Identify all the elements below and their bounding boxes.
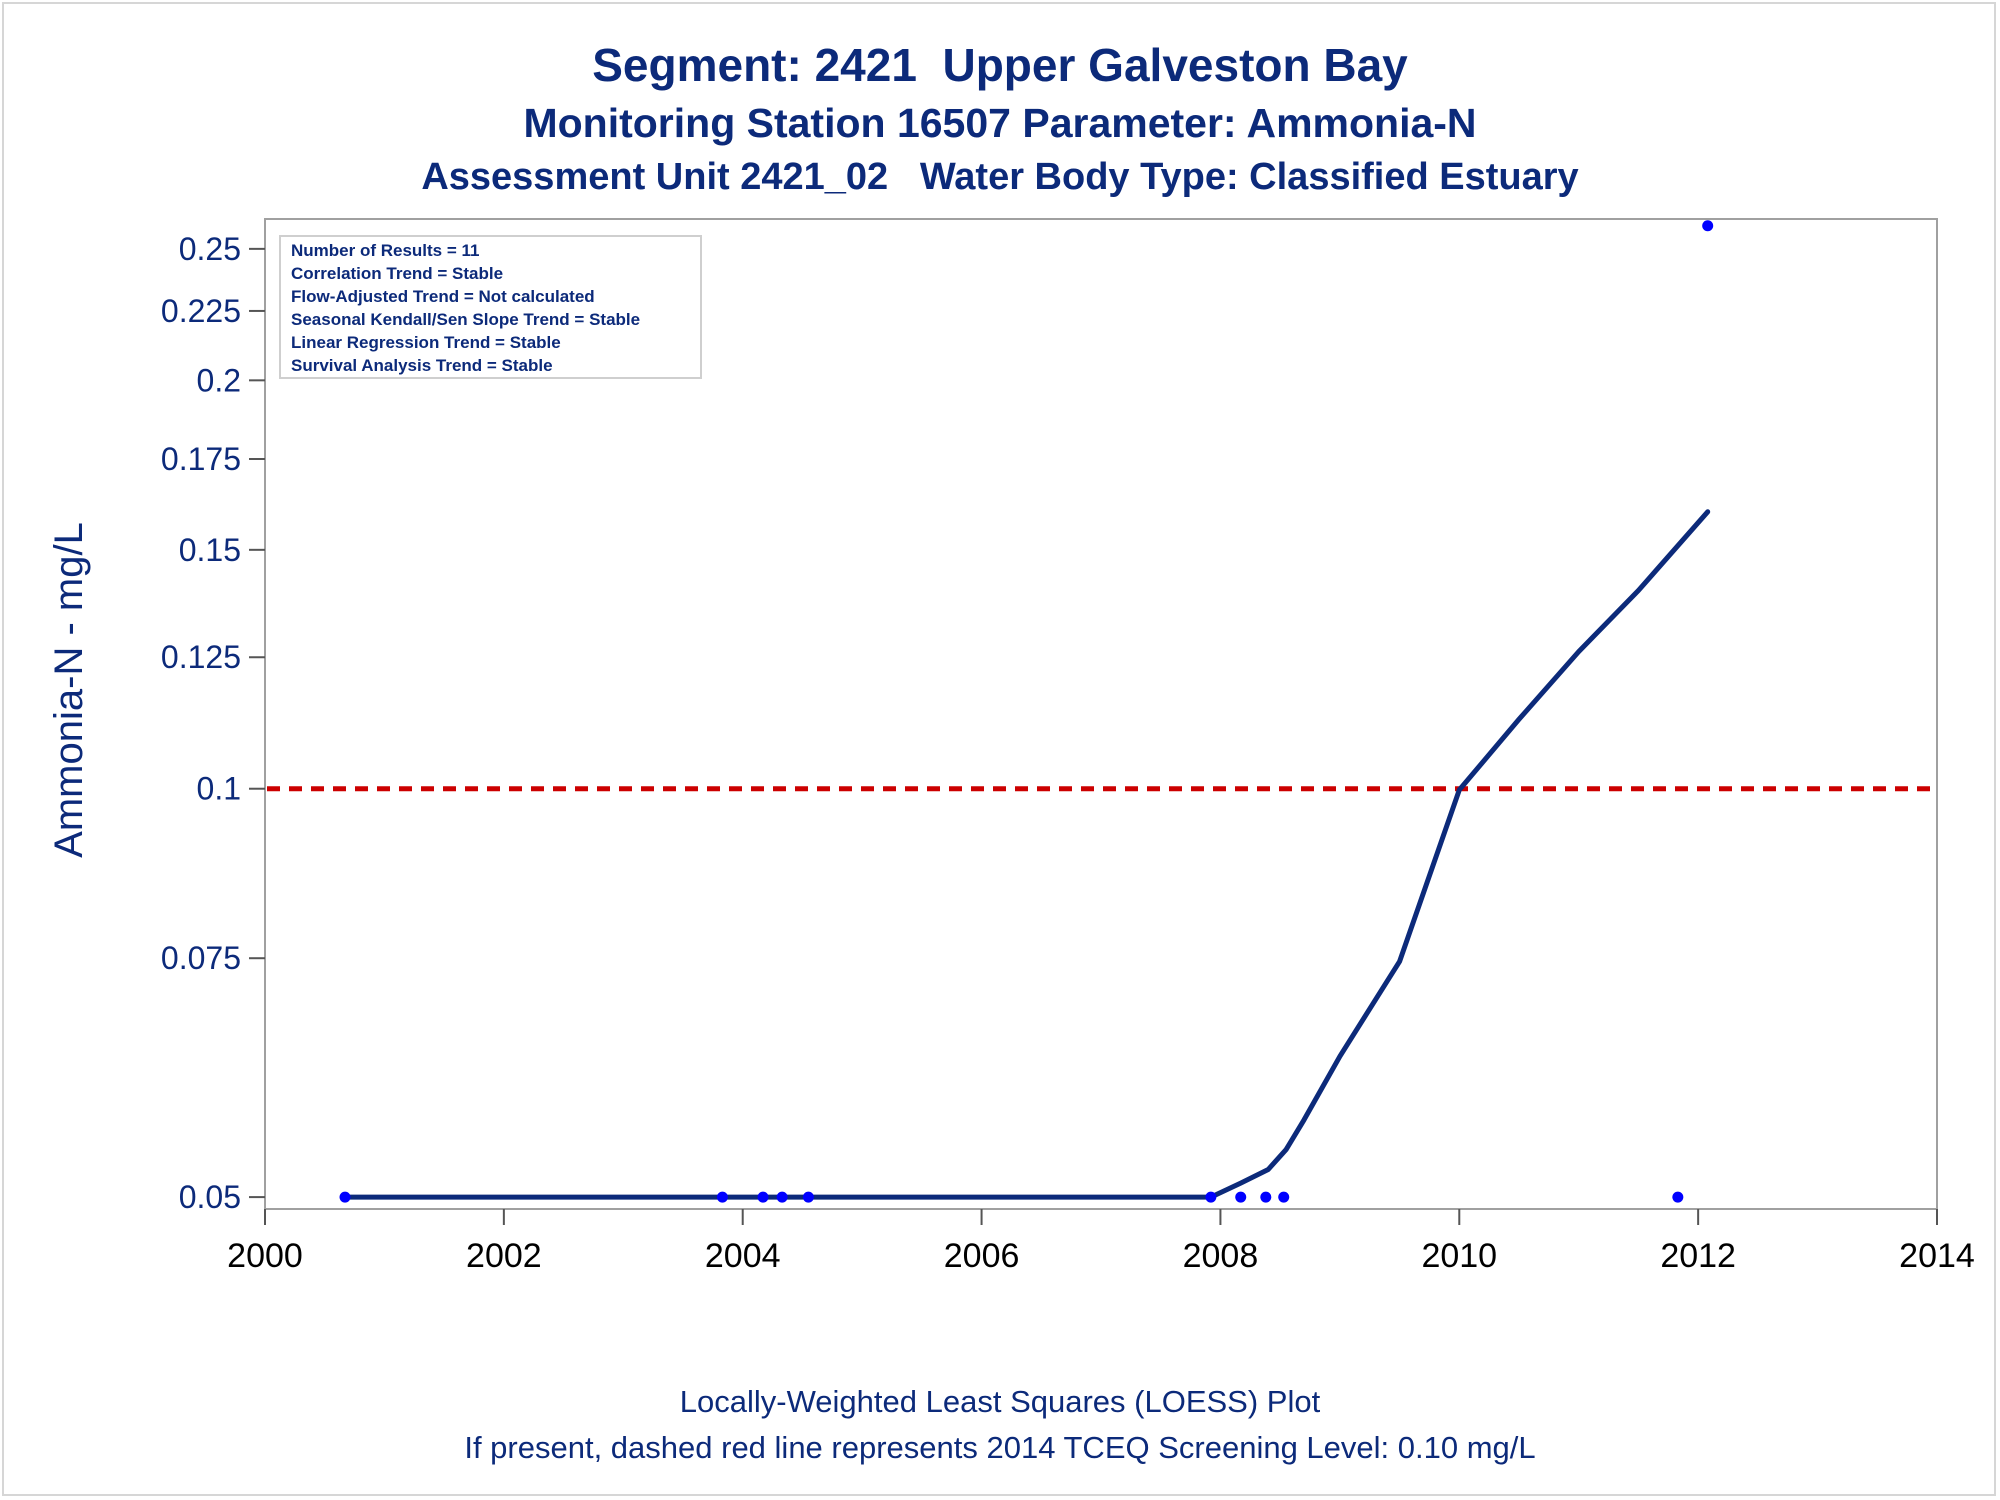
y-tick-label: 0.225 — [161, 293, 241, 329]
y-tick-label: 0.15 — [179, 532, 241, 568]
data-point — [776, 1191, 788, 1203]
chart-title: Segment: 2421 Upper Galveston Bay — [592, 39, 1408, 91]
footnote-loess: Locally-Weighted Least Squares (LOESS) P… — [679, 1384, 1321, 1419]
data-point — [1205, 1191, 1217, 1203]
x-tick-label: 2006 — [944, 1237, 1020, 1275]
stats-line-results: Number of Results = 11 — [291, 241, 479, 260]
chart-subtitle-assessment: Assessment Unit 2421_02 Water Body Type:… — [421, 156, 1579, 198]
y-axis-title: Ammonia-N - mg/L — [47, 522, 91, 858]
y-tick-label: 0.175 — [161, 441, 241, 477]
data-point — [1702, 220, 1714, 232]
plot-area: 0.05 0.075 0.1 0.125 0.15 0.175 0.2 0.225 0.25 20… — [161, 218, 1975, 1275]
x-tick-label: 2010 — [1421, 1237, 1497, 1275]
y-tick-label: 0.075 — [161, 940, 241, 976]
stats-line-linear-regression: Linear Regression Trend = Stable — [291, 333, 561, 352]
x-tick-label: 2008 — [1183, 1237, 1259, 1275]
y-tick-label: 0.05 — [179, 1179, 241, 1215]
chart-subtitle-station: Monitoring Station 16507 Parameter: Ammo… — [523, 100, 1477, 146]
data-point — [716, 1191, 728, 1203]
footnote-screening-level: If present, dashed red line represents 2… — [464, 1430, 1536, 1465]
y-tick-label: 0.125 — [161, 639, 241, 675]
data-point — [1260, 1191, 1272, 1203]
loess-line — [342, 509, 1711, 1200]
data-point — [1278, 1191, 1290, 1203]
stats-line-correlation: Correlation Trend = Stable — [291, 264, 503, 283]
data-point — [339, 1191, 351, 1203]
stats-line-flow-adjusted: Flow-Adjusted Trend = Not calculated — [291, 287, 595, 306]
y-tick-label: 0.25 — [179, 231, 241, 267]
data-point — [802, 1191, 814, 1203]
stats-line-survival-analysis: Survival Analysis Trend = Stable — [291, 356, 553, 375]
stats-box-border — [279, 235, 702, 379]
x-tick-label: 2004 — [705, 1237, 781, 1275]
x-tick-label: 2012 — [1660, 1237, 1736, 1275]
x-tick-label: 2002 — [466, 1237, 542, 1275]
x-tick-label: 2000 — [227, 1237, 303, 1275]
plot-frame — [264, 218, 1938, 1210]
y-tick-label: 0.1 — [197, 771, 241, 807]
data-point — [757, 1191, 769, 1203]
data-point — [1235, 1191, 1247, 1203]
x-tick-label: 2014 — [1899, 1237, 1975, 1275]
data-point — [1672, 1191, 1684, 1203]
y-tick-label: 0.2 — [197, 362, 241, 398]
stats-line-seasonal-kendall: Seasonal Kendall/Sen Slope Trend = Stabl… — [291, 310, 640, 329]
stats-box: Number of Results = 11 Correlation Trend… — [279, 235, 702, 379]
